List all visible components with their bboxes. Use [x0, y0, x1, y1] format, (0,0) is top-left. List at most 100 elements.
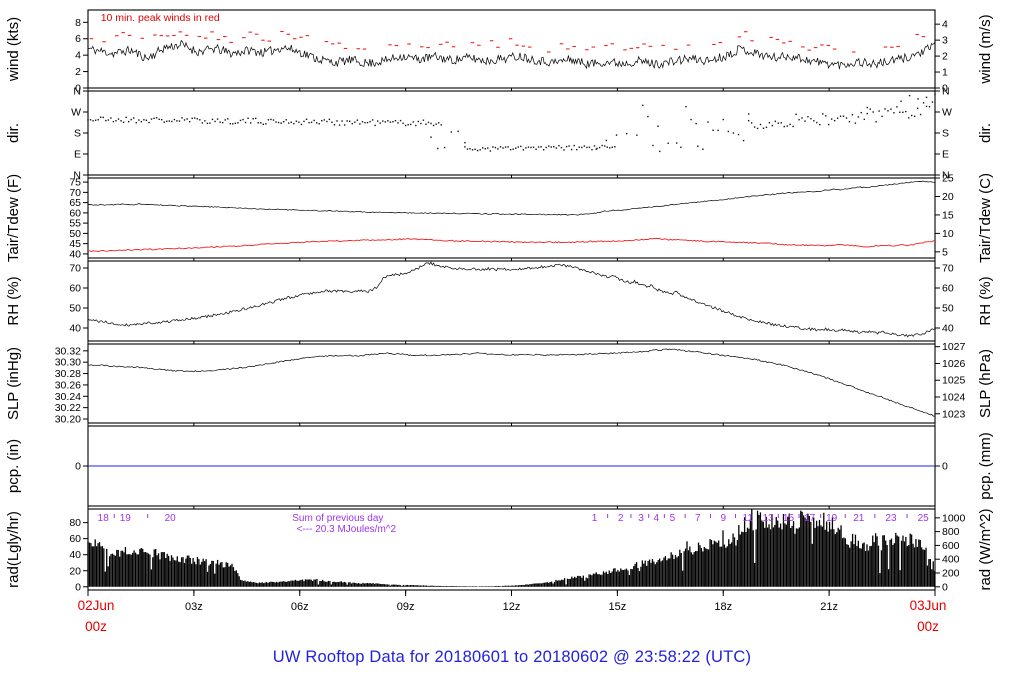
left-axis-title: Tair/Tdew (F) [5, 174, 22, 262]
y-tick-label: 30.22 [55, 402, 81, 414]
panel-pcp: 0 0 pcp. (in) pcp. (mm) [5, 425, 994, 509]
panel-slp-frame [87, 343, 936, 424]
x-tick-label: 12z [503, 601, 521, 613]
y-tick-label: 15 [942, 209, 954, 221]
rh-line-series [87, 261, 936, 338]
y-tick-label: 60 [69, 533, 81, 545]
right-axis-title: dir. [977, 123, 994, 143]
y-tick-label: 40 [69, 323, 81, 335]
y-tick-label: 30.32 [55, 345, 81, 357]
y-tick-label: E [74, 149, 81, 161]
rad-annotation: <--- 20.3 MJoules/m^2 [297, 524, 397, 535]
y-tick-label: 600 [942, 540, 960, 552]
x-tick-label: 03z [185, 601, 203, 613]
temp-line-series [87, 237, 936, 253]
y-tick-label: 30.30 [55, 357, 81, 369]
y-tick-label: 4 [75, 50, 81, 62]
x-tick-label: 03Jun [910, 598, 947, 613]
y-tick-label: 4 [942, 19, 948, 31]
y-tick-label: 8 [75, 17, 81, 29]
y-tick-label: S [74, 128, 81, 140]
y-tick-label: 0 [75, 461, 81, 473]
y-tick-label: 60 [69, 207, 81, 219]
rad-annotation: 19 [120, 513, 132, 524]
panel-rh: 40 50 60 70 40 50 60 70 RH (%) RH (%) [5, 260, 994, 344]
y-tick-label: 30.28 [55, 368, 81, 380]
panel-temp-frame [87, 177, 936, 259]
x-tick-label: 21z [820, 601, 838, 613]
y-tick-label: 6 [75, 33, 81, 45]
y-tick-label: 60 [69, 283, 81, 295]
rad-annotation: 9 [720, 513, 726, 524]
y-tick-label: 50 [69, 228, 81, 240]
right-axis-title: wind (m/s) [977, 14, 994, 84]
y-tick-label: 40 [69, 248, 81, 260]
chart-title: UW Rooftop Data for 20180601 to 20180602… [272, 648, 752, 666]
y-tick-label: 0 [75, 83, 81, 95]
y-tick-label: 5 [942, 246, 948, 258]
temp-line-series [87, 180, 935, 216]
y-tick-label: 75 [69, 177, 81, 189]
y-tick-label: 25 [942, 173, 954, 185]
rad-annotation: 4 [654, 513, 660, 524]
y-tick-label: 1 [942, 67, 948, 79]
y-tick-label: 30.24 [55, 391, 81, 403]
y-tick-label: 1000 [942, 512, 966, 524]
y-tick-label: W [942, 107, 952, 119]
y-tick-label: 60 [942, 283, 954, 295]
y-tick-label: 0 [942, 83, 948, 95]
y-tick-label: 0 [942, 461, 948, 473]
dir-scatter-series [87, 93, 936, 153]
y-tick-label: 800 [942, 526, 960, 538]
right-axis-title: RH (%) [977, 276, 994, 325]
rad-annotation: 3 [638, 513, 644, 524]
x-tick-label: 00z [85, 619, 107, 634]
rad-annotation: 15 [783, 513, 795, 524]
y-tick-label: 2 [942, 51, 948, 63]
y-tick-label: 0 [942, 581, 948, 593]
y-tick-label: 40 [942, 323, 954, 335]
panel-dir-frame [87, 90, 936, 176]
rad-annotation: 18 [98, 513, 110, 524]
y-tick-label: 45 [69, 238, 81, 250]
y-tick-label: W [71, 107, 81, 119]
y-tick-label: 1027 [942, 341, 966, 353]
rad-annotation: 21 [853, 513, 865, 524]
left-axis-title: dir. [5, 123, 22, 143]
wind-line-series [87, 39, 936, 70]
left-axis-title: RH (%) [5, 276, 22, 325]
y-tick-label: N [942, 86, 950, 98]
rad-annotation: 2 [618, 513, 624, 524]
right-axis-title: pcp. (mm) [977, 432, 994, 500]
right-axis-title: SLP (hPa) [977, 349, 994, 418]
y-tick-label: 50 [942, 303, 954, 315]
x-tick-label: 00z [917, 619, 939, 634]
rad-annotation: 7 [695, 513, 701, 524]
rad-annotation: 11 [743, 513, 754, 524]
wind-peak-dashes [89, 30, 926, 53]
rad-annotation: 17 [804, 513, 816, 524]
y-tick-label: 65 [69, 197, 81, 209]
right-axis-title: Tair/Tdew (C) [977, 173, 994, 263]
left-axis-title: wind (kts) [5, 17, 22, 82]
rad-annotation: 5 [670, 513, 676, 524]
slp-line-series [87, 348, 935, 417]
rad-annotation: 19 [826, 513, 838, 524]
y-tick-label: 70 [69, 263, 81, 275]
rad-annotation: 20 [165, 513, 177, 524]
panel-wind: 0 2 4 6 8 0 1 2 3 4 wind (kts) wind (m/s) 10 min. pe… [5, 9, 994, 95]
x-tick-label: 18z [714, 601, 732, 613]
y-tick-label: 20 [942, 191, 954, 203]
right-axis-title: rad (W/m^2) [977, 508, 994, 590]
x-tick-label: 02Jun [78, 598, 115, 613]
y-tick-label: 80 [69, 517, 81, 529]
y-tick-label: 3 [942, 35, 948, 47]
x-tick-label: 09z [397, 601, 415, 613]
y-tick-label: 70 [942, 263, 954, 275]
y-tick-label: 400 [942, 554, 960, 566]
y-tick-label: S [942, 128, 949, 140]
